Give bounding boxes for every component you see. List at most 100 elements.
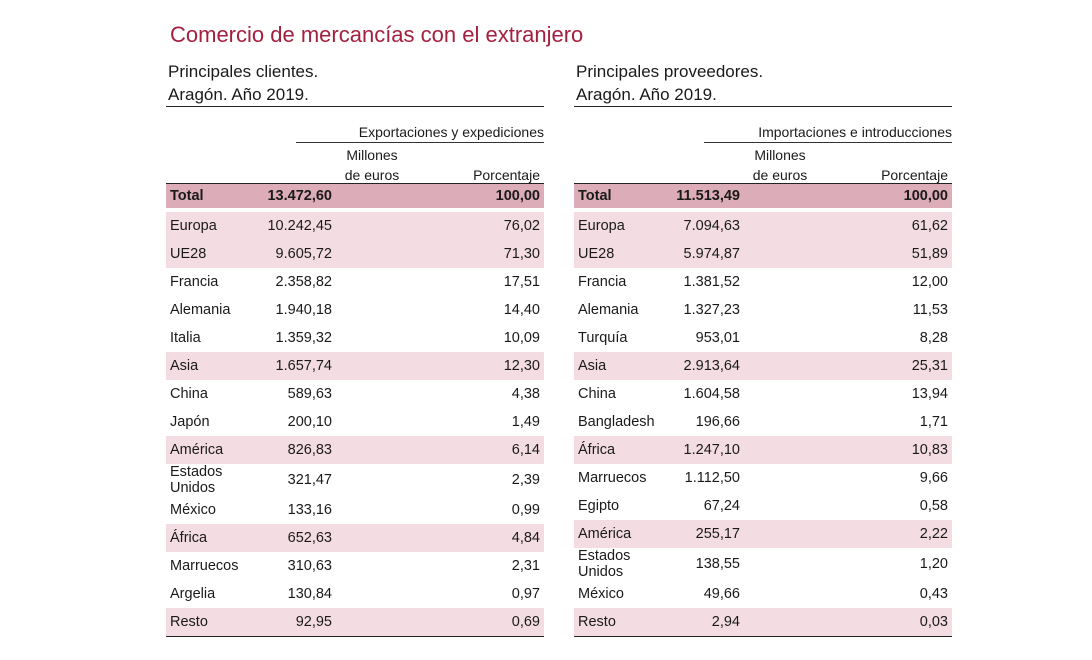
country-name: América	[574, 520, 660, 548]
table-row: Marruecos 1.112,50 9,66	[574, 464, 952, 492]
total-row: Total 13.472,60 100,00	[166, 183, 544, 210]
value-cell: 2.913,64	[660, 352, 868, 380]
percentage-cell: 13,94	[868, 380, 952, 408]
country-name: Estados Unidos	[574, 548, 660, 580]
percentage-cell: 4,84	[460, 524, 544, 552]
percentage-cell: 2,22	[868, 520, 952, 548]
table-row: América 826,83 6,14	[166, 436, 544, 464]
page-title: Comercio de mercancías con el extranjero	[170, 22, 584, 47]
suppliers-col-value-header: Millones de euros	[735, 145, 825, 185]
country-name: Italia	[166, 324, 252, 352]
country-name: Resto	[166, 608, 252, 637]
table-row: Argelia 130,84 0,97	[166, 580, 544, 608]
clients-column-headers: Millones de euros Porcentaje	[166, 143, 544, 183]
country-name: UE28	[166, 240, 252, 268]
suppliers-subtitle-line1: Principales proveedores.	[576, 62, 764, 81]
country-name: Alemania	[166, 296, 252, 324]
value-cell: 9.605,72	[252, 240, 460, 268]
percentage-cell: 12,00	[868, 268, 952, 296]
table-row: Alemania 1.940,18 14,40	[166, 296, 544, 324]
country-name: Resto	[574, 608, 660, 637]
clients-panel: Principales clientes. Aragón. Año 2019. …	[166, 60, 544, 637]
value-cell: 589,63	[252, 380, 460, 408]
percentage-cell: 51,89	[868, 240, 952, 268]
table-row: Alemania 1.327,23 11,53	[574, 296, 952, 324]
percentage-cell: 6,14	[460, 436, 544, 464]
table-row: Marruecos 310,63 2,31	[166, 552, 544, 580]
value-cell: 196,66	[660, 408, 868, 436]
table-row: Estados Unidos 321,47 2,39	[166, 464, 544, 496]
value-cell: 11.513,49	[660, 183, 868, 210]
table-row: UE28 9.605,72 71,30	[166, 240, 544, 268]
table-row: Asia 2.913,64 25,31	[574, 352, 952, 380]
clients-subtitle-line2: Aragón. Año 2019.	[168, 85, 309, 104]
country-name: Europa	[574, 208, 660, 240]
exports-group-header: Exportaciones y expediciones	[296, 124, 544, 143]
table-row: Turquía 953,01 8,28	[574, 324, 952, 352]
country-name: China	[166, 380, 252, 408]
country-name: China	[574, 380, 660, 408]
value-cell: 826,83	[252, 436, 460, 464]
percentage-cell: 1,49	[460, 408, 544, 436]
suppliers-col-value-line2: de euros	[752, 167, 808, 183]
country-name: Japón	[166, 408, 252, 436]
value-cell: 10.242,45	[252, 208, 460, 240]
percentage-cell: 100,00	[868, 183, 952, 210]
suppliers-subtitle-line2: Aragón. Año 2019.	[576, 85, 717, 104]
country-name: Bangladesh	[574, 408, 660, 436]
table-row: Europa 10.242,45 76,02	[166, 208, 544, 240]
table-row: China 1.604,58 13,94	[574, 380, 952, 408]
country-name: Marruecos	[166, 552, 252, 580]
percentage-cell: 61,62	[868, 208, 952, 240]
percentage-cell: 71,30	[460, 240, 544, 268]
percentage-cell: 9,66	[868, 464, 952, 492]
percentage-cell: 0,69	[460, 608, 544, 637]
value-cell: 1.657,74	[252, 352, 460, 380]
value-cell: 7.094,63	[660, 208, 868, 240]
country-name: UE28	[574, 240, 660, 268]
value-cell: 1.247,10	[660, 436, 868, 464]
suppliers-col-pct-header: Porcentaje	[881, 167, 948, 183]
table-row: Estados Unidos 138,55 1,20	[574, 548, 952, 580]
country-name: Europa	[166, 208, 252, 240]
table-row: México 133,16 0,99	[166, 496, 544, 524]
value-cell: 1.359,32	[252, 324, 460, 352]
table-row: África 1.247,10 10,83	[574, 436, 952, 464]
table-row: UE28 5.974,87 51,89	[574, 240, 952, 268]
country-name: Asia	[166, 352, 252, 380]
country-name: Egipto	[574, 492, 660, 520]
value-cell: 953,01	[660, 324, 868, 352]
percentage-cell: 0,43	[868, 580, 952, 608]
table-row: África 652,63 4,84	[166, 524, 544, 552]
percentage-cell: 8,28	[868, 324, 952, 352]
suppliers-column-headers: Millones de euros Porcentaje	[574, 143, 952, 183]
percentage-cell: 1,20	[868, 548, 952, 580]
clients-subtitle-line1: Principales clientes.	[168, 62, 319, 81]
country-name: África	[574, 436, 660, 464]
clients-col-value-header: Millones de euros	[327, 145, 417, 185]
suppliers-subtitle: Principales proveedores. Aragón. Año 201…	[574, 60, 952, 107]
table-row: Bangladesh 196,66 1,71	[574, 408, 952, 436]
percentage-cell: 1,71	[868, 408, 952, 436]
value-cell: 49,66	[660, 580, 868, 608]
percentage-cell: 25,31	[868, 352, 952, 380]
percentage-cell: 17,51	[460, 268, 544, 296]
total-row: Total 11.513,49 100,00	[574, 183, 952, 210]
value-cell: 1.112,50	[660, 464, 868, 492]
percentage-cell: 0,03	[868, 608, 952, 637]
value-cell: 5.974,87	[660, 240, 868, 268]
value-cell: 321,47	[252, 464, 460, 496]
value-cell: 2,94	[660, 608, 868, 637]
suppliers-table: Total 11.513,49 100,00 Europa 7.094,63 61,62 U…	[574, 183, 952, 637]
percentage-cell: 10,83	[868, 436, 952, 464]
country-name: Estados Unidos	[166, 464, 252, 496]
country-name: África	[166, 524, 252, 552]
percentage-cell: 76,02	[460, 208, 544, 240]
percentage-cell: 100,00	[460, 183, 544, 210]
table-row: América 255,17 2,22	[574, 520, 952, 548]
value-cell: 133,16	[252, 496, 460, 524]
table-row: Resto 92,95 0,69	[166, 608, 544, 637]
country-name: México	[166, 496, 252, 524]
suppliers-col-value-line1: Millones	[754, 147, 806, 163]
value-cell: 1.940,18	[252, 296, 460, 324]
